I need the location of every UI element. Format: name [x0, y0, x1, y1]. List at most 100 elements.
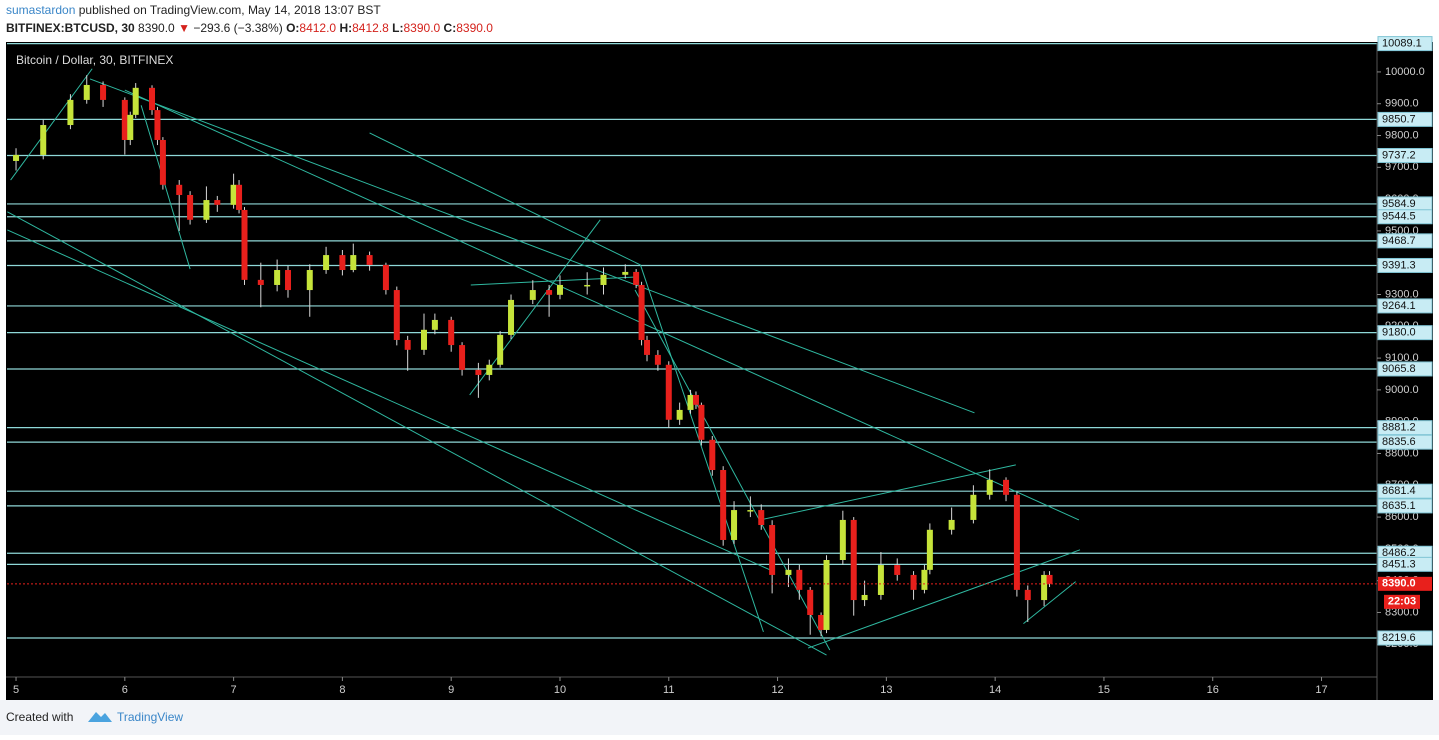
y-tick-label: 9100.0	[1385, 352, 1419, 364]
candle-body	[159, 139, 166, 185]
x-tick-label: 11	[663, 684, 674, 696]
candle-body	[420, 329, 427, 350]
level-label-box	[1377, 483, 1433, 499]
trendline	[7, 229, 771, 571]
level-label: 9544.5	[1382, 211, 1416, 223]
candle-body	[692, 394, 699, 405]
level-label: 9180.0	[1382, 327, 1416, 339]
candle-body	[644, 339, 651, 355]
level-label-box	[1377, 325, 1433, 341]
candle-body	[622, 271, 629, 275]
candle-body	[758, 510, 765, 526]
candle-body	[546, 290, 553, 295]
x-tick-label: 13	[880, 684, 892, 696]
footer-brand[interactable]: TradingView	[117, 710, 183, 724]
candle-body	[665, 364, 672, 420]
level-label-box	[1377, 209, 1433, 225]
candle-body	[986, 479, 993, 495]
level-label: 8635.1	[1382, 500, 1416, 512]
chart-title: Bitcoin / Dollar, 30, BITFINEX	[16, 53, 173, 67]
candle-body	[40, 125, 47, 155]
candle-body	[241, 209, 248, 280]
last-price-box	[1378, 576, 1432, 591]
level-label-box	[1377, 233, 1433, 249]
high-label: H:	[339, 21, 352, 35]
plot-background	[6, 42, 1433, 700]
candle-body	[127, 114, 134, 140]
y-tick-label: 9300.0	[1385, 288, 1419, 300]
x-tick-label: 7	[231, 684, 237, 696]
candle-body	[508, 299, 515, 335]
candle-body	[1024, 589, 1031, 601]
trendline	[634, 289, 831, 651]
candle-body	[448, 319, 455, 346]
candle-body	[236, 184, 243, 210]
x-tick-label: 16	[1207, 684, 1219, 696]
countdown: 22:03	[1388, 596, 1416, 608]
level-label: 8219.6	[1382, 632, 1416, 644]
candle-body	[823, 559, 830, 630]
level-label: 8451.3	[1382, 558, 1416, 570]
candle-body	[877, 565, 884, 595]
footer-created: Created with	[6, 710, 73, 724]
candle-body	[769, 525, 776, 575]
candle-body	[839, 519, 846, 560]
last: 8390.0	[138, 21, 175, 35]
candle-body	[83, 84, 90, 100]
candle-body	[687, 394, 694, 410]
trendline	[807, 549, 1081, 649]
y-tick-label: 8300.0	[1385, 606, 1419, 618]
symbol: BITFINEX:BTCUSD, 30	[6, 21, 135, 35]
level-label: 8881.2	[1382, 422, 1416, 434]
candle-body	[176, 184, 183, 195]
candle-body	[393, 290, 400, 340]
x-tick-label: 10	[554, 684, 566, 696]
candle-body	[1013, 494, 1020, 590]
trendline	[760, 464, 1016, 521]
trendline	[1023, 581, 1076, 624]
brand-logo[interactable]	[88, 712, 112, 722]
x-tick-label: 6	[122, 684, 128, 696]
low-label: L:	[392, 21, 403, 35]
candle-body	[203, 200, 210, 220]
candle-body	[121, 99, 128, 140]
x-tick-label: 9	[448, 684, 454, 696]
candle-body	[475, 369, 482, 375]
candle-body	[709, 439, 716, 471]
candle-body	[747, 510, 754, 512]
author[interactable]: sumastardon	[6, 3, 75, 17]
x-tick-label: 15	[1098, 684, 1110, 696]
candle-body	[948, 519, 955, 530]
trendline	[10, 68, 93, 181]
candle-body	[633, 271, 640, 285]
candle-body	[638, 284, 645, 340]
candle-body	[149, 87, 156, 111]
level-label: 10089.1	[1382, 38, 1422, 50]
candle-body	[13, 154, 20, 161]
trendline	[470, 276, 637, 286]
candle-body	[459, 345, 466, 370]
published: published on TradingView.com, May 14, 20…	[79, 3, 382, 17]
close: 8390.0	[456, 21, 493, 35]
candle-body	[100, 84, 107, 100]
x-tick-label: 5	[13, 684, 19, 696]
candle-body	[382, 264, 389, 291]
open-label: O:	[286, 21, 299, 35]
level-label-box	[1377, 361, 1433, 377]
candle-body	[970, 494, 977, 520]
low: 8390.0	[404, 21, 441, 35]
level-label-box	[1377, 257, 1433, 273]
candle-body	[230, 184, 237, 205]
candle-body	[785, 569, 792, 575]
level-label: 8486.2	[1382, 547, 1416, 559]
close-label: C:	[444, 21, 457, 35]
candle-body	[910, 574, 917, 590]
high: 8412.8	[352, 21, 389, 35]
trendline	[640, 264, 764, 633]
candle-body	[698, 404, 705, 440]
level-label-box	[1377, 147, 1433, 163]
countdown-box	[1384, 594, 1420, 609]
level-label-box	[1377, 556, 1433, 572]
candle-body	[1046, 574, 1053, 584]
